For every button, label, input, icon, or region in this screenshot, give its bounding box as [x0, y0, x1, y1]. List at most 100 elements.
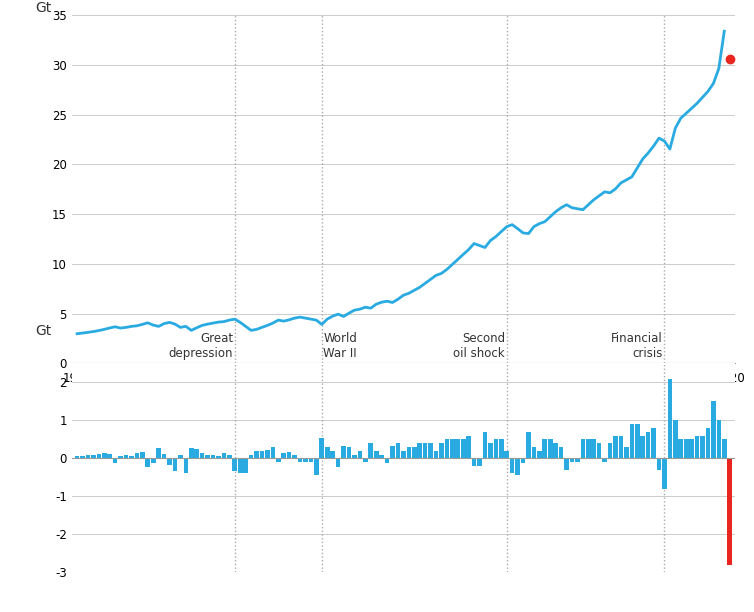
Bar — [662, 458, 667, 488]
Bar — [156, 447, 161, 458]
Bar — [559, 447, 563, 458]
Bar — [406, 447, 411, 458]
Bar — [244, 458, 248, 474]
Bar — [146, 458, 150, 467]
Bar — [385, 458, 389, 463]
Bar — [679, 439, 683, 458]
Bar — [581, 439, 585, 458]
Bar — [357, 450, 362, 458]
Bar — [314, 458, 319, 475]
Bar — [183, 458, 188, 474]
Bar — [716, 420, 721, 458]
Bar — [352, 455, 357, 458]
Bar — [320, 438, 324, 458]
Bar — [488, 443, 492, 458]
Bar — [466, 436, 471, 458]
Bar — [526, 431, 531, 458]
Bar — [428, 443, 433, 458]
Bar — [151, 458, 155, 463]
Bar — [477, 458, 482, 466]
Bar — [401, 450, 406, 458]
Text: Second
oil shock: Second oil shock — [453, 332, 505, 360]
Bar — [499, 439, 504, 458]
Bar — [259, 450, 265, 458]
Bar — [396, 443, 400, 458]
Bar — [445, 439, 449, 458]
Bar — [494, 439, 498, 458]
Bar — [624, 447, 629, 458]
Bar — [613, 436, 618, 458]
Bar — [483, 431, 487, 458]
Bar — [91, 455, 96, 458]
Bar — [537, 450, 541, 458]
Bar — [107, 453, 112, 458]
Bar — [689, 439, 694, 458]
Bar — [618, 436, 624, 458]
Bar — [342, 446, 346, 458]
Bar — [694, 436, 700, 458]
Bar — [504, 450, 509, 458]
Bar — [455, 439, 460, 458]
Bar — [374, 450, 379, 458]
Bar — [591, 439, 596, 458]
Bar — [684, 439, 688, 458]
Bar — [521, 458, 526, 463]
Bar — [249, 455, 253, 458]
Bar — [706, 428, 710, 458]
Bar — [369, 443, 373, 458]
Bar — [75, 456, 79, 458]
Bar — [325, 447, 329, 458]
Bar — [308, 458, 313, 462]
Bar — [608, 443, 612, 458]
Bar — [298, 458, 302, 462]
Bar — [461, 439, 465, 458]
Bar — [140, 452, 145, 458]
Bar — [293, 455, 297, 458]
Bar — [227, 455, 231, 458]
Bar — [412, 447, 416, 458]
Bar — [722, 439, 727, 458]
Bar — [363, 458, 368, 462]
Bar — [630, 424, 634, 458]
Bar — [728, 458, 732, 565]
Bar — [439, 443, 444, 458]
Text: Financial
crisis: Financial crisis — [611, 332, 663, 360]
Bar — [673, 420, 678, 458]
Bar — [97, 453, 101, 458]
Text: Great
depression: Great depression — [169, 332, 233, 360]
Bar — [379, 455, 384, 458]
Bar — [129, 456, 133, 458]
Bar — [210, 455, 216, 458]
Bar — [195, 449, 199, 458]
Bar — [597, 443, 602, 458]
Bar — [102, 453, 106, 458]
Bar — [167, 458, 172, 465]
Bar — [124, 455, 128, 458]
Bar — [575, 458, 580, 462]
Bar — [80, 456, 84, 458]
Bar — [450, 439, 455, 458]
Bar — [391, 446, 395, 458]
Bar — [254, 450, 259, 458]
Text: World
War II: World War II — [323, 332, 357, 360]
Bar — [281, 453, 286, 458]
Text: Gt: Gt — [35, 324, 51, 338]
Bar — [667, 379, 673, 458]
Bar — [276, 458, 280, 462]
Bar — [640, 436, 645, 458]
Bar — [347, 447, 351, 458]
Bar — [216, 457, 221, 458]
Bar — [586, 439, 590, 458]
Bar — [336, 458, 341, 467]
Bar — [303, 458, 308, 462]
Bar — [657, 458, 661, 469]
Bar — [232, 458, 237, 471]
Bar — [86, 455, 90, 458]
Bar — [418, 443, 422, 458]
Bar — [423, 443, 428, 458]
Bar — [113, 458, 118, 463]
Bar — [200, 453, 204, 458]
Bar — [564, 458, 569, 469]
Bar — [173, 458, 177, 471]
Bar — [651, 428, 656, 458]
